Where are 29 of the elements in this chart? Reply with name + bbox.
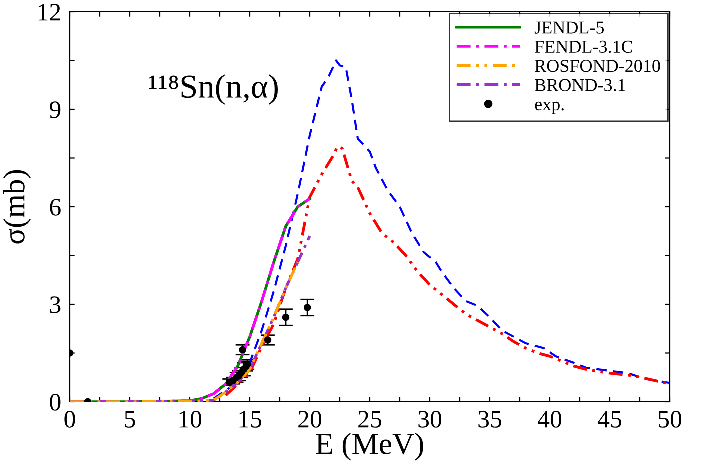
x-tick-label: 10 [180,411,202,428]
line-series [70,260,300,402]
x-tick-label: 30 [418,411,442,428]
x-tick-label: 15 [240,411,262,428]
x-tick-label: 40 [538,411,562,428]
x-tick-label: 25 [358,411,382,428]
point [239,346,246,354]
y-tick-label: 9 [50,102,61,118]
legend-label: exp. [535,102,564,114]
legend-label: JENDL-5 [534,22,604,34]
y-tick-label: 3 [50,296,61,314]
x-tick-label: 5 [125,411,136,428]
legend-label: ROSFOND-2010 [535,60,660,72]
legend-label: BROND-3.1 [535,79,626,92]
y-tick-label: 12 [38,4,60,21]
annotation: ¹¹⁸Sn(n,α) [149,74,278,105]
point [264,336,272,344]
point [304,304,312,312]
x-tick-label: 45 [598,411,622,428]
x-tick-label: 50 [658,411,682,428]
x-axis-title: E (MeV) [316,433,424,461]
x-tick-label: 35 [478,411,502,428]
y-axis-title: σ(mb) [3,170,32,244]
x-tick-label: 0 [64,411,76,428]
x-tick-label: 20 [298,411,322,428]
y-tick-label: 0 [50,394,61,411]
y-tick-label: 6 [50,199,61,216]
point [282,314,290,322]
legend-label: FENDL-3.1C [535,40,632,54]
